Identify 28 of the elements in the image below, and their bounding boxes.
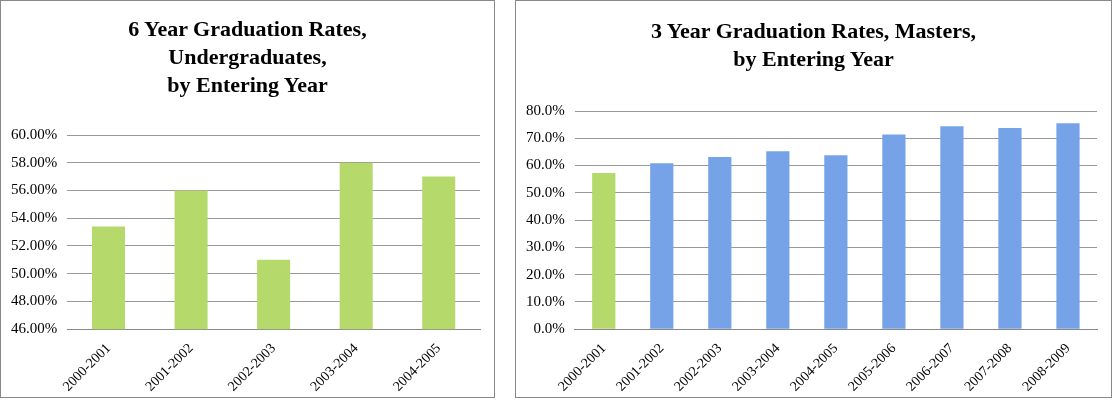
bar xyxy=(708,157,732,329)
bar xyxy=(882,134,906,329)
y-tick-label: 80.0% xyxy=(526,101,565,118)
bar xyxy=(592,172,616,329)
bar xyxy=(650,163,674,329)
y-tick-label: 10.0% xyxy=(526,292,565,309)
y-tick-label: 52.00% xyxy=(11,236,58,253)
y-tick-label: 70.0% xyxy=(526,129,565,146)
chart-title: 3 Year Graduation Rates, Masters, by Entering Year xyxy=(649,17,978,73)
bar xyxy=(1056,123,1080,329)
y-tick-label: 40.0% xyxy=(526,211,565,228)
y-tick-label: 60.00% xyxy=(11,125,58,142)
y-tick-label: 0.0% xyxy=(533,320,565,337)
bar xyxy=(998,127,1022,329)
y-tick-label: 30.0% xyxy=(526,238,565,255)
y-tick-label: 50.00% xyxy=(11,264,58,281)
y-tick-label: 58.00% xyxy=(11,153,58,170)
bar xyxy=(766,151,790,329)
bar xyxy=(824,155,848,329)
y-tick-label: 20.0% xyxy=(526,265,565,282)
y-tick-label: 46.00% xyxy=(11,320,58,337)
y-tick-label: 54.00% xyxy=(11,209,58,226)
bar xyxy=(940,126,964,329)
y-tick-label: 50.0% xyxy=(526,183,565,200)
y-tick-label: 48.00% xyxy=(11,292,58,309)
y-tick-label: 60.0% xyxy=(526,156,565,173)
chart-title: 6 Year Graduation Rates, Undergraduates, by Entering Year xyxy=(127,15,368,99)
y-tick-label: 56.00% xyxy=(11,181,58,198)
